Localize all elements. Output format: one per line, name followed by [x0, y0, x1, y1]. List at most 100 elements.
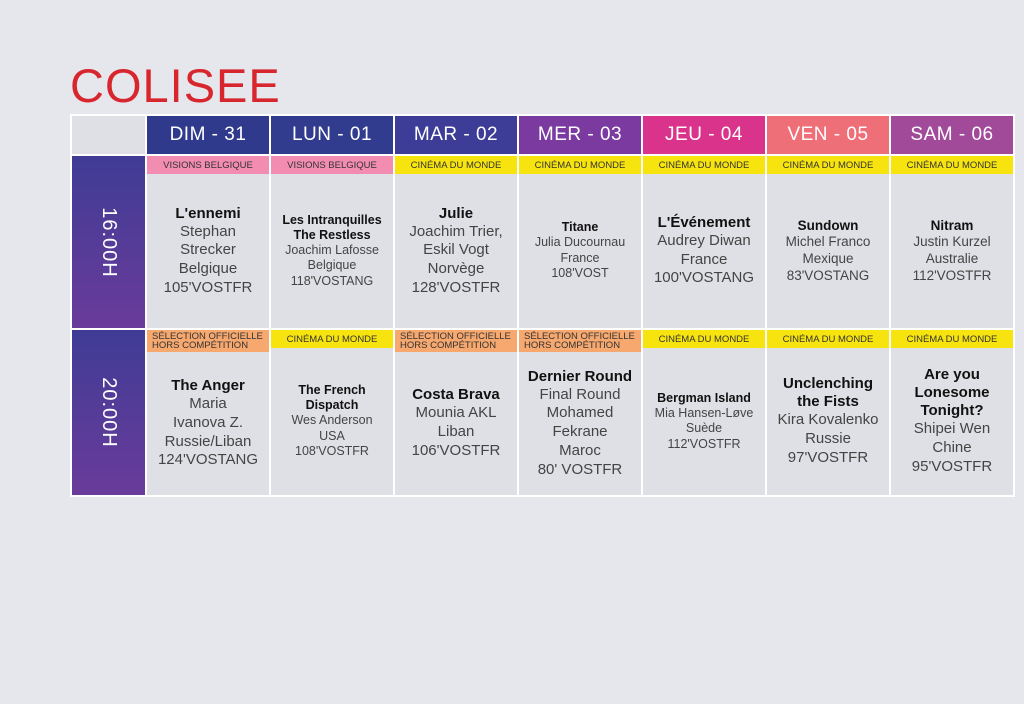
- film-info-line: Julia Ducournau: [534, 235, 626, 250]
- film-info-line: 80' VOSTFR: [537, 460, 623, 478]
- film-title: Julie: [438, 204, 474, 222]
- section-tag: VISIONS BELGIQUE: [271, 156, 393, 174]
- film-info-line: Ivanova Z.: [172, 413, 244, 431]
- film-info-line: 108'VOSTFR: [295, 444, 369, 459]
- film-info-line: Liban: [437, 423, 475, 441]
- film-info-line: Maria: [189, 395, 227, 412]
- film-info-line: Norvège: [427, 260, 485, 277]
- screening-details: Nitram Justin Kurzel Australie 112'VOSTFR: [891, 174, 1013, 328]
- screening-cell[interactable]: CINÉMA DU MONDE The French Dispatch Wes And…: [271, 330, 393, 495]
- screening-details: Julie Joachim Trier, Eskil Vogt Norvège 128'…: [395, 174, 517, 328]
- screening-cell[interactable]: CINÉMA DU MONDE Julie Joachim Trier, Eskil …: [395, 156, 517, 328]
- day-header: MER - 03: [519, 116, 641, 154]
- section-tag: SÉLECTION OFFICIELLE HORS COMPÉTITION: [147, 330, 269, 352]
- film-info-line: Mohamed: [546, 404, 614, 422]
- screening-cell[interactable]: CINÉMA DU MONDE Unclenching the Fists Kira …: [767, 330, 889, 495]
- screening-cell[interactable]: CINÉMA DU MONDE Sundown Michel Franco Mexiq…: [767, 156, 889, 328]
- day-header: JEU - 04: [643, 116, 765, 154]
- screening-details: The Anger Maria Ivanova Z. Russie/Liban 124'…: [147, 352, 269, 495]
- film-info-line: 105'VOSTFR: [163, 278, 253, 296]
- section-tag: VISIONS BELGIQUE: [147, 156, 269, 174]
- time-slot-text: 16:00H: [98, 206, 120, 278]
- film-title: Titane: [561, 220, 599, 235]
- film-info-line: Shipei Wen: [913, 420, 991, 438]
- film-title: L'Événement: [657, 213, 751, 231]
- day-header: VEN - 05: [767, 116, 889, 154]
- film-title: Dernier Round: [527, 367, 633, 385]
- film-title: Sundown: [797, 217, 859, 233]
- film-info-line: Strecker: [180, 241, 236, 259]
- film-info-line: 106'VOSTFR: [411, 441, 501, 459]
- film-info-line: France: [560, 250, 600, 265]
- film-title: Bergman Island: [657, 390, 751, 405]
- film-info-line: 108'VOST: [551, 266, 609, 281]
- screening-cell[interactable]: SÉLECTION OFFICIELLE HORS COMPÉTITION Dern…: [519, 330, 641, 495]
- screening-cell[interactable]: CINÉMA DU MONDE L'Événement Audrey Diwan Fr…: [643, 156, 765, 328]
- film-info-line: 128'VOSTFR: [411, 278, 501, 296]
- venue-title: COLISEE: [70, 59, 281, 112]
- film-title: Costa Brava: [412, 386, 500, 404]
- section-tag: CINÉMA DU MONDE: [767, 156, 889, 174]
- film-info-line: Fekrane: [552, 423, 608, 441]
- film-info-line: Maroc: [559, 441, 601, 459]
- film-info-line: Eskil Vogt: [423, 241, 489, 259]
- section-tag: CINÉMA DU MONDE: [891, 156, 1013, 174]
- film-info-line: Chine: [932, 439, 972, 457]
- screening-cell[interactable]: CINÉMA DU MONDE Are you Lonesome Tonight? Sh…: [891, 330, 1013, 495]
- time-slot-label: 20:00H: [72, 330, 145, 495]
- film-info-line: 124'VOSTANG: [157, 451, 259, 469]
- time-slot-text: 20:00H: [98, 377, 120, 448]
- film-info-line: Joachim Trier,: [409, 222, 503, 240]
- film-info-line: Final Round: [539, 385, 621, 403]
- section-tag: CINÉMA DU MONDE: [767, 330, 889, 348]
- screening-details: Bergman Island Mia Hansen-Løve Suède 112'VO…: [643, 348, 765, 495]
- section-tag: CINÉMA DU MONDE: [643, 156, 765, 174]
- section-tag: CINÉMA DU MONDE: [271, 330, 393, 348]
- film-info-line: Belgique: [178, 260, 238, 277]
- film-info-line: Australie: [925, 250, 979, 266]
- time-slot-label: 16:00H: [72, 156, 145, 328]
- screening-details: Titane Julia Ducournau France 108'VOST: [519, 174, 641, 328]
- film-info-line: 83'VOSTANG: [786, 267, 870, 283]
- screening-cell[interactable]: VISIONS BELGIQUE Les Intranquilles The Res…: [271, 156, 393, 328]
- film-title: Are you Lonesome Tonight?: [914, 366, 990, 420]
- film-title: Unclenching the Fists: [782, 375, 873, 411]
- film-title: The Anger: [171, 377, 245, 394]
- section-tag: CINÉMA DU MONDE: [891, 330, 1013, 348]
- film-info-line: Russie: [805, 430, 851, 448]
- film-info-line: Belgique: [307, 258, 357, 273]
- film-info-line: Kira Kovalenko: [777, 411, 879, 429]
- film-info-line: Michel Franco: [785, 233, 871, 249]
- film-info-line: 112'VOSTFR: [667, 436, 741, 451]
- film-title: Nitram: [930, 217, 974, 233]
- screening-details: L'Événement Audrey Diwan France 100'VOSTANG: [643, 174, 765, 328]
- film-info-line: 97'VOSTFR: [787, 448, 869, 466]
- screening-cell[interactable]: CINÉMA DU MONDE Nitram Justin Kurzel Austra…: [891, 156, 1013, 328]
- screening-details: Unclenching the Fists Kira Kovalenko Russie…: [767, 348, 889, 495]
- screening-cell[interactable]: SÉLECTION OFFICIELLE HORS COMPÉTITION The …: [147, 330, 269, 495]
- film-info-line: Mounia AKL: [415, 404, 497, 422]
- day-header: LUN - 01: [271, 116, 393, 154]
- section-tag: CINÉMA DU MONDE: [643, 330, 765, 348]
- day-header: MAR - 02: [395, 116, 517, 154]
- screening-cell[interactable]: CINÉMA DU MONDE Bergman Island Mia Hansen-…: [643, 330, 765, 495]
- screening-details: L'ennemi Stephan Strecker Belgique 105'VOSTF…: [147, 174, 269, 328]
- screening-cell[interactable]: CINÉMA DU MONDE Titane Julia Ducournau Fran…: [519, 156, 641, 328]
- screening-cell[interactable]: SÉLECTION OFFICIELLE HORS COMPÉTITION Cost…: [395, 330, 517, 495]
- film-info-line: Suède: [685, 421, 723, 436]
- film-title: L'ennemi: [175, 204, 241, 222]
- film-info-line: Joachim Lafosse: [285, 242, 379, 257]
- screening-cell[interactable]: VISIONS BELGIQUE L'ennemi Stephan Strecker B…: [147, 156, 269, 328]
- film-info-line: Mexique: [802, 250, 854, 266]
- film-info-line: Mia Hansen-Løve: [654, 405, 754, 420]
- screening-details: Sundown Michel Franco Mexique 83'VOSTANG: [767, 174, 889, 328]
- screening-details: The French Dispatch Wes Anderson USA 108'VOS…: [271, 348, 393, 495]
- screening-details: Costa Brava Mounia AKL Liban 106'VOSTFR: [395, 352, 517, 495]
- film-info-line: Justin Kurzel: [913, 233, 991, 249]
- day-header: DIM - 31: [147, 116, 269, 154]
- film-info-line: 112'VOSTFR: [912, 267, 992, 283]
- film-info-line: Russie/Liban: [164, 432, 252, 450]
- film-title: The French Dispatch: [298, 383, 366, 413]
- film-info-line: USA: [319, 428, 345, 443]
- film-info-line: France: [680, 250, 728, 268]
